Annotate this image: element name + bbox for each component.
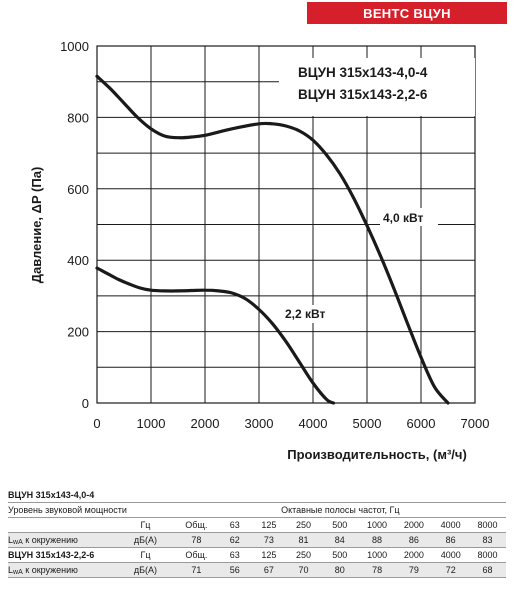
label-bg-2kw xyxy=(283,305,337,323)
x-tick-label: 7000 xyxy=(461,416,490,431)
model-b-title: ВЦУН 315х143-2,2-6 xyxy=(8,547,117,563)
freq-cell: 8000 xyxy=(469,517,506,533)
chart-curves xyxy=(95,74,450,405)
value-cell: 72 xyxy=(432,562,470,578)
freq-cell: 1000 xyxy=(358,517,396,533)
freq-cell: 63 xyxy=(218,547,252,563)
freq-cell: 63 xyxy=(217,517,252,533)
chart-tick-labels: 0 200 400 600 800 1000 0 1000 2000 3000 4000 5000 60… xyxy=(60,39,489,431)
value-cell: 78 xyxy=(174,532,218,547)
label-bg-4kw xyxy=(380,208,438,226)
y-tick-label: 1000 xyxy=(60,39,89,54)
value-row-b: LwA к окружению дБ(А) 71 56 67 70 80 78 79 72 68 xyxy=(8,562,506,578)
value-cell: 84 xyxy=(320,532,359,547)
hz-label: Гц xyxy=(116,547,175,563)
freq-cell: 4000 xyxy=(432,517,470,533)
plot-frame xyxy=(96,45,476,404)
value-cell: 79 xyxy=(395,562,433,578)
value-cell: 78 xyxy=(358,562,396,578)
value-cell: 70 xyxy=(286,562,321,578)
header-left: Уровень звуковой мощности xyxy=(8,502,175,518)
legend-entry-2: ВЦУН 315x143-2,2-6 xyxy=(298,87,428,102)
x-tick-label: 1000 xyxy=(137,416,166,431)
x-tick-label: 2000 xyxy=(191,416,220,431)
sound-table-a: Уровень звуковой мощности Октавные полос… xyxy=(8,502,506,547)
value-cell: 81 xyxy=(286,532,321,547)
freq-cell: 2000 xyxy=(395,547,433,563)
freq-cell: 8000 xyxy=(469,547,506,563)
value-cell: 62 xyxy=(217,532,252,547)
value-cell: 80 xyxy=(320,562,359,578)
y-tick-label: 600 xyxy=(67,182,89,197)
series-line-1 xyxy=(95,74,450,405)
freq-cell: 125 xyxy=(251,547,287,563)
x-tick-label: 5000 xyxy=(353,416,382,431)
freq-cell: 2000 xyxy=(395,517,433,533)
y-axis-label: Давление, ΔP (Па) xyxy=(29,167,44,284)
x-tick-label: 6000 xyxy=(407,416,436,431)
freq-cell: Общ. xyxy=(174,547,218,563)
value-cell: 71 xyxy=(174,562,218,578)
series-line-2 xyxy=(95,266,336,405)
freq-row-a: Гц Общ. 63 125 250 500 1000 2000 4000 8000 xyxy=(8,517,506,533)
curve-label-2kw: 2,2 кВт xyxy=(285,307,326,321)
freq-cell: 250 xyxy=(286,517,321,533)
model-a-title: ВЦУН 315х143-4,0-4 xyxy=(8,490,95,500)
value-cell: 68 xyxy=(469,562,506,578)
freq-cell: 500 xyxy=(320,517,359,533)
unit-label: дБ(А) xyxy=(116,532,175,547)
sound-table-b: ВЦУН 315х143-2,2-6 Гц Общ. 63 125 250 500 100… xyxy=(8,547,506,578)
y-tick-label: 0 xyxy=(82,396,89,411)
legend-box xyxy=(279,58,475,116)
value-cell: 86 xyxy=(432,532,470,547)
freq-row-b: ВЦУН 315х143-2,2-6 Гц Общ. 63 125 250 500 100… xyxy=(8,547,506,563)
freq-cell: 4000 xyxy=(432,547,470,563)
value-row-a: LwA к окружению дБ(А) 78 62 73 81 84 88 86 86 83 xyxy=(8,532,506,547)
y-tick-label: 200 xyxy=(67,325,89,340)
value-cell: 67 xyxy=(251,562,287,578)
freq-cell: 125 xyxy=(251,517,287,533)
freq-cell: 250 xyxy=(286,547,321,563)
curve-label-4kw: 4,0 кВт xyxy=(383,211,424,225)
value-cell: 73 xyxy=(251,532,287,547)
x-tick-label: 3000 xyxy=(245,416,274,431)
header-right: Октавные полосы частот, Гц xyxy=(174,502,506,518)
x-axis-label: Производительность, (м³/ч) xyxy=(287,447,467,462)
value-cell: 83 xyxy=(469,532,506,547)
table-header-row: Уровень звуковой мощности Октавные полос… xyxy=(8,502,506,518)
freq-cell: 1000 xyxy=(358,547,396,563)
brand-badge: ВЕНТС ВЦУН xyxy=(307,2,507,24)
legend-entry-1: ВЦУН 315x143-4,0-4 xyxy=(298,65,428,80)
y-tick-label: 800 xyxy=(67,110,89,125)
row-label: LwA к окружению xyxy=(8,532,117,547)
value-cell: 88 xyxy=(358,532,396,547)
value-cell: 56 xyxy=(218,562,252,578)
value-cell: 86 xyxy=(395,532,433,547)
freq-cell: 500 xyxy=(320,547,359,563)
y-tick-label: 400 xyxy=(67,253,89,268)
freq-cell: Общ. xyxy=(174,517,218,533)
hz-label: Гц xyxy=(116,517,175,533)
row-label: LwA к окружению xyxy=(8,562,117,578)
unit-label: дБ(А) xyxy=(116,562,175,578)
performance-chart: 0 200 400 600 800 1000 0 1000 2000 3000 4000 5000 60… xyxy=(29,39,489,462)
chart-grid xyxy=(96,45,476,404)
x-tick-label: 0 xyxy=(93,416,100,431)
sound-power-table-block: ВЦУН 315х143-4,0-4 Уровень звуковой мощн… xyxy=(8,489,506,578)
x-tick-label: 4000 xyxy=(299,416,328,431)
